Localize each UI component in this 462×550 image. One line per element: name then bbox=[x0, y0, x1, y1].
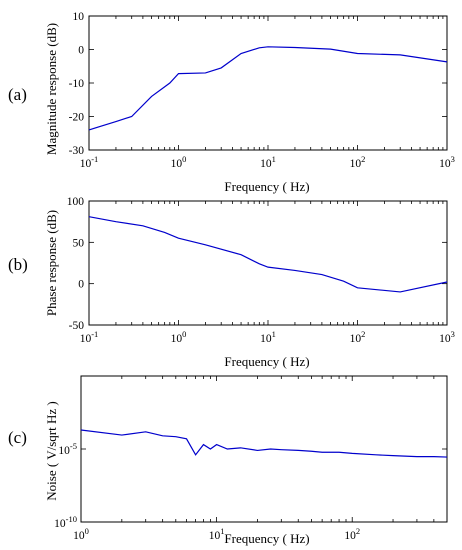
x-tick-label: 102 bbox=[350, 329, 366, 345]
panel-a-ticks: 10-1 100 101 102 103 -30 -20 -10 0 10 bbox=[69, 11, 455, 170]
panel-b-xlabel: Frequency ( Hz) bbox=[224, 354, 309, 369]
panel-a-label: (a) bbox=[8, 85, 27, 104]
panel-c-ticks: 100 101 102 10-10 10-5 bbox=[54, 376, 447, 542]
panel-a: (a) Magnitude response (dB) Frequency ( … bbox=[8, 11, 455, 194]
panel-b-phase-line bbox=[88, 216, 448, 293]
y-tick-label: 10-10 bbox=[54, 514, 77, 530]
panel-b-label: (b) bbox=[8, 255, 28, 274]
x-tick-label: 101 bbox=[209, 526, 225, 542]
panel-b-frame bbox=[88, 200, 448, 326]
y-tick-label: -10 bbox=[69, 78, 85, 90]
x-tick-label: 10-1 bbox=[80, 329, 99, 345]
panel-a-frame bbox=[88, 15, 448, 151]
x-tick-label: 10-1 bbox=[80, 154, 99, 170]
y-tick-label: 50 bbox=[73, 237, 85, 249]
panel-c-noise-line bbox=[80, 429, 448, 458]
x-tick-label: 103 bbox=[439, 329, 455, 345]
panel-a-xlabel: Frequency ( Hz) bbox=[224, 179, 309, 194]
x-tick-label: 101 bbox=[260, 329, 276, 345]
panel-c-xlabel: Frequency ( Hz) bbox=[224, 531, 309, 546]
panel-a-ylabel: Magnitude response (dB) bbox=[44, 23, 59, 155]
panel-a-magnitude-line bbox=[88, 46, 448, 131]
panel-b-ylabel: Phase response (dB) bbox=[44, 210, 59, 316]
y-tick-label: -30 bbox=[69, 145, 85, 157]
x-tick-label: 103 bbox=[439, 154, 455, 170]
y-tick-label: 0 bbox=[78, 279, 84, 291]
x-tick-label: 101 bbox=[260, 154, 276, 170]
y-tick-label: 0 bbox=[78, 45, 84, 57]
panel-b: (b) Phase response (dB) Frequency ( Hz) … bbox=[8, 196, 455, 369]
y-tick-label: 10-5 bbox=[58, 441, 77, 457]
x-tick-label: 102 bbox=[344, 526, 360, 542]
panel-c-label: (c) bbox=[8, 428, 27, 447]
panel-c: (c) Noise ( V/sqrt Hz ) Frequency ( Hz) … bbox=[8, 375, 448, 546]
y-tick-label: 10 bbox=[73, 11, 85, 23]
x-tick-label: 102 bbox=[350, 154, 366, 170]
panel-c-frame bbox=[80, 375, 448, 523]
x-tick-label: 100 bbox=[171, 329, 187, 345]
y-tick-label: -20 bbox=[69, 112, 85, 124]
panel-c-ylabel: Noise ( V/sqrt Hz ) bbox=[44, 401, 59, 500]
x-tick-label: 100 bbox=[73, 526, 89, 542]
x-tick-label: 100 bbox=[171, 154, 187, 170]
y-tick-label: 100 bbox=[67, 196, 85, 208]
y-tick-label: -50 bbox=[69, 320, 85, 332]
panel-b-ticks: 10-1 100 101 102 103 -50 0 50 100 bbox=[67, 196, 455, 345]
